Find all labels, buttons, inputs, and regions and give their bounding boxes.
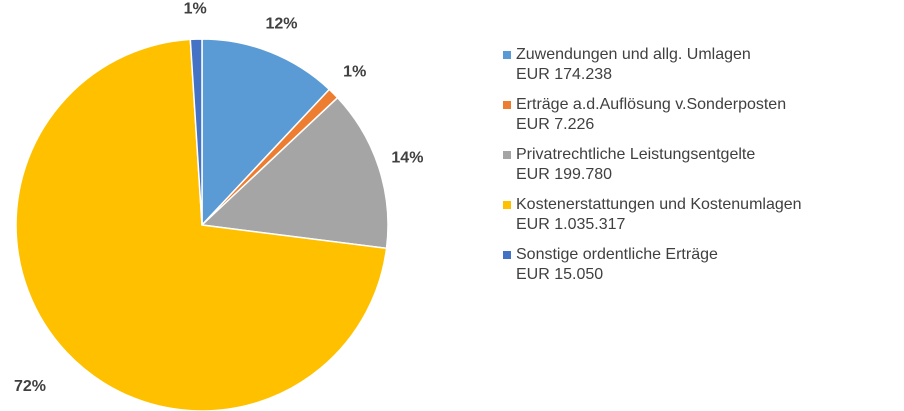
legend-swatch (503, 101, 511, 109)
legend-amount: EUR 1.035.317 (516, 216, 626, 233)
data-label: 72% (14, 378, 46, 395)
pie-slice (201, 38, 331, 227)
legend-swatch (503, 151, 511, 159)
legend-label: Kostenerstattungen und Kostenumlagen (516, 196, 802, 213)
legend-amount: EUR 15.050 (516, 266, 603, 283)
data-label: 12% (265, 15, 297, 32)
legend-swatch (503, 201, 511, 209)
pie-slice (15, 38, 388, 411)
legend-amount: EUR 7.226 (516, 116, 594, 133)
legend-swatch (503, 51, 511, 59)
legend-label: Privatrechtliche Leistungsentgelte (516, 146, 755, 163)
data-label: 1% (343, 63, 366, 80)
data-label: 1% (184, 0, 207, 17)
pie-slice (200, 96, 389, 250)
pie-slice (189, 38, 203, 226)
data-label: 14% (391, 149, 423, 166)
legend-swatch (503, 251, 511, 259)
legend-label: Zuwendungen und allg. Umlagen (516, 46, 751, 63)
legend-label: Erträge a.d.Auflösung v.Sonderposten (516, 96, 786, 113)
legend-amount: EUR 199.780 (516, 166, 612, 183)
legend-label: Sonstige ordentliche Erträge (516, 246, 718, 263)
legend-amount: EUR 174.238 (516, 66, 612, 83)
